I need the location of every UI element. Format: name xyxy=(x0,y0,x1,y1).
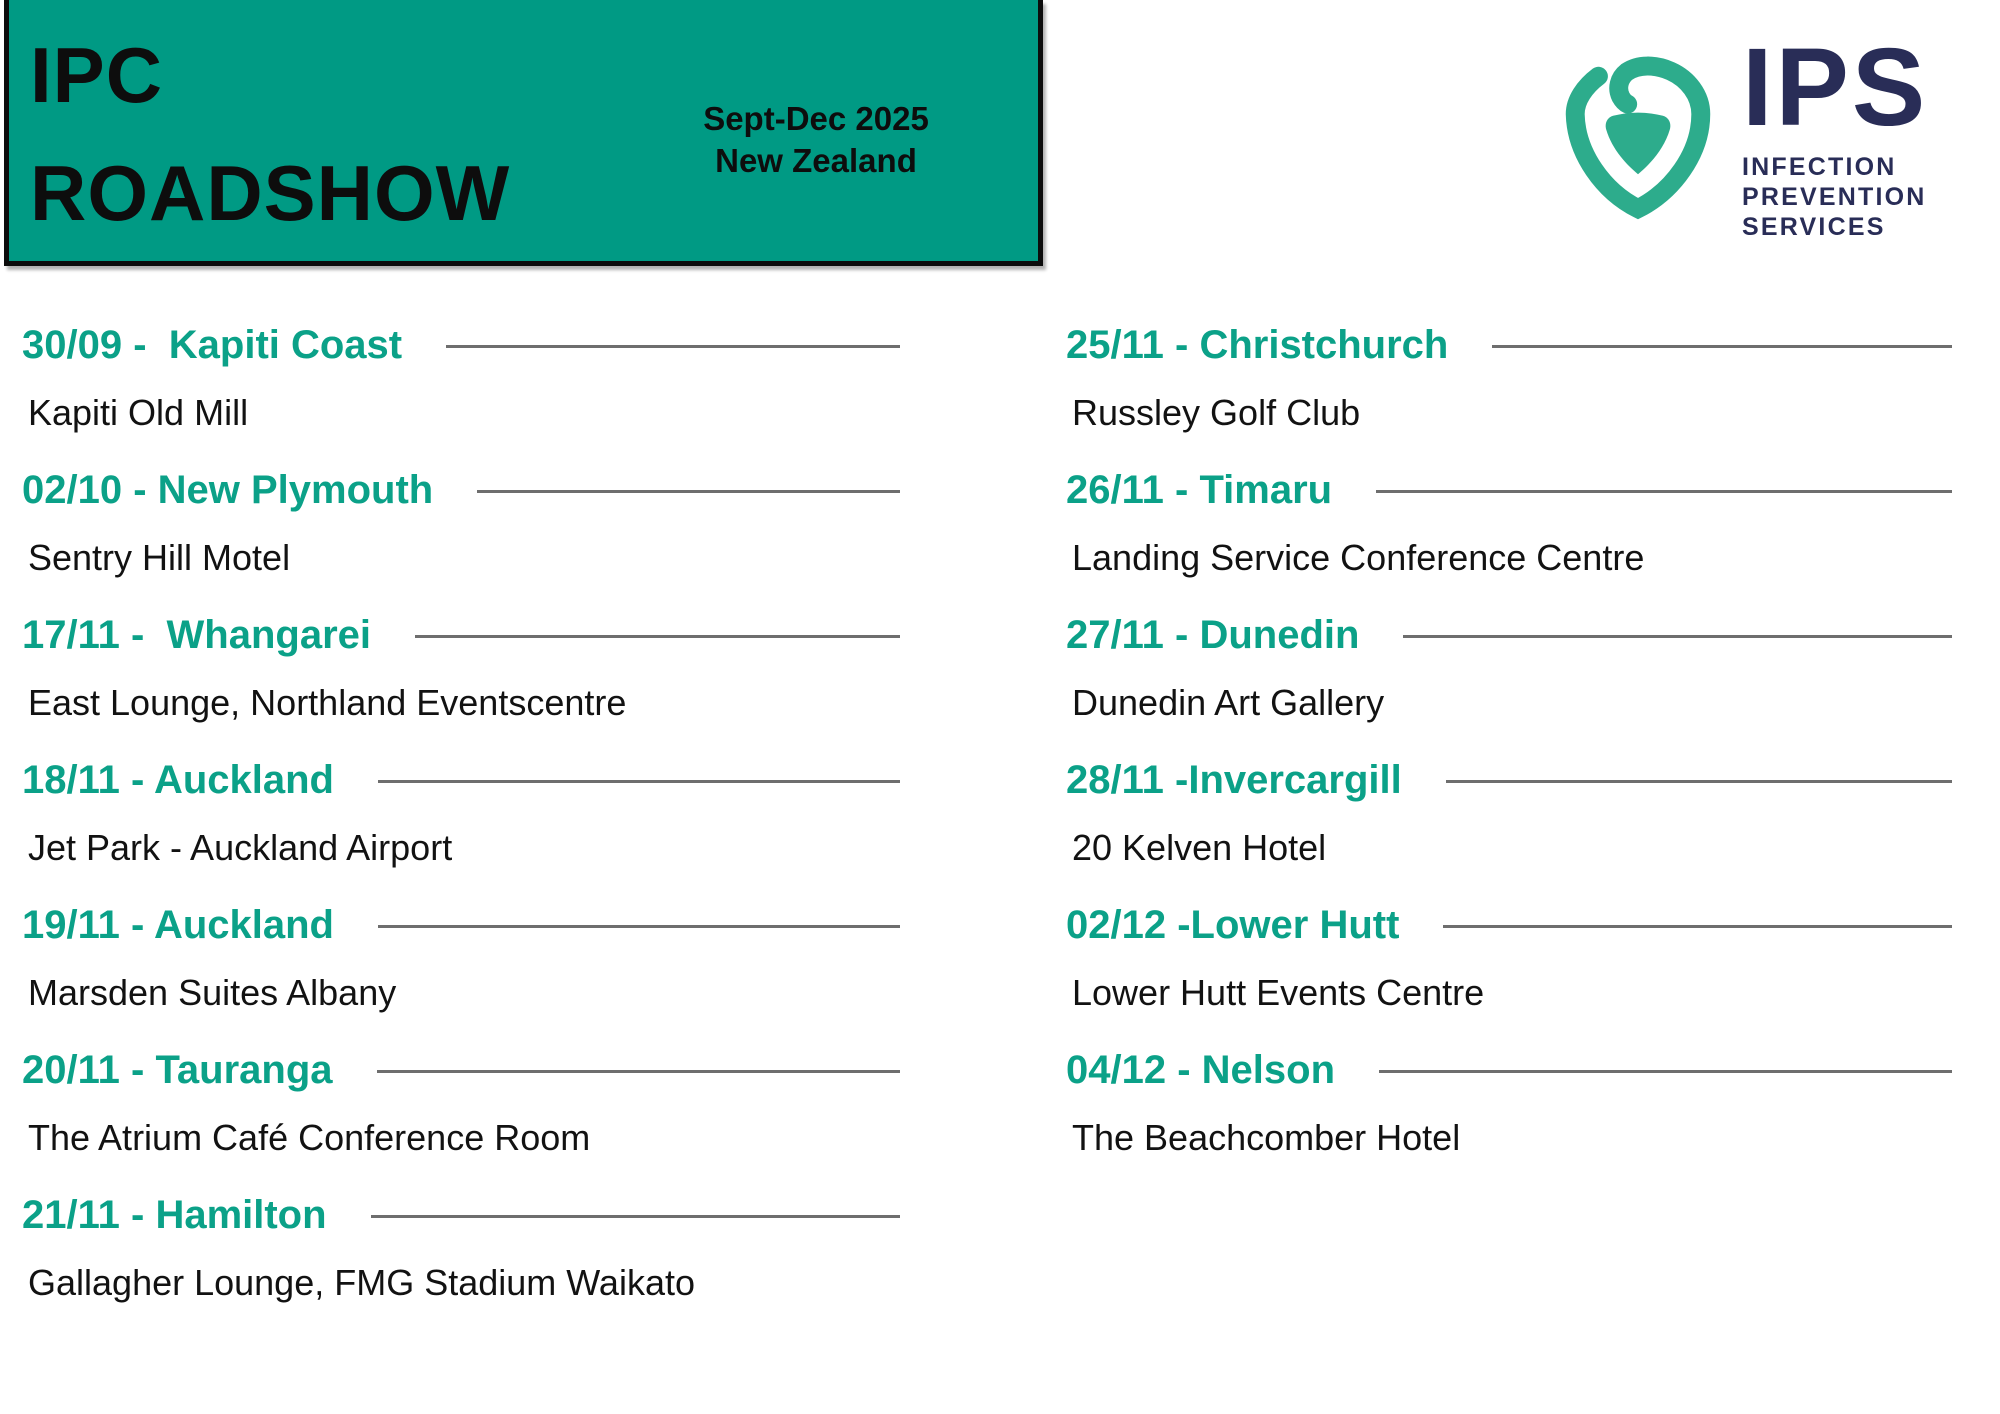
event-entry: 27/11 - Dunedin Dunedin Art Gallery xyxy=(1066,611,1952,725)
event-date-city: 28/11 -Invercargill xyxy=(1066,757,1402,802)
event-venue: Marsden Suites Albany xyxy=(28,972,397,1013)
event-venue: Landing Service Conference Centre xyxy=(1072,537,1645,578)
event-heading-row: 30/09 - Kapiti Coast xyxy=(22,321,900,369)
event-entry: 26/11 - Timaru Landing Service Conferenc… xyxy=(1066,466,1952,580)
event-entry: 20/11 - Tauranga The Atrium Café Confere… xyxy=(22,1046,900,1160)
divider-line xyxy=(370,1214,900,1218)
events-column-right: 25/11 - Christchurch Russley Golf Club 2… xyxy=(1066,321,1952,1191)
divider-line xyxy=(1403,634,1952,638)
event-venue: Sentry Hill Motel xyxy=(28,537,291,578)
event-entry: 21/11 - Hamilton Gallagher Lounge, FMG S… xyxy=(22,1191,900,1305)
event-venue: Gallagher Lounge, FMG Stadium Waikato xyxy=(28,1262,695,1303)
event-date-city: 19/11 - Auckland xyxy=(22,902,334,947)
event-venue: Lower Hutt Events Centre xyxy=(1072,972,1485,1013)
event-venue: Russley Golf Club xyxy=(1072,392,1361,433)
event-heading-row: 17/11 - Whangarei xyxy=(22,611,900,659)
divider-line xyxy=(1376,489,1952,493)
divider-line xyxy=(1492,344,1952,348)
event-venue: Kapiti Old Mill xyxy=(28,392,249,433)
event-entry: 19/11 - Auckland Marsden Suites Albany xyxy=(22,901,900,1015)
event-venue: 20 Kelven Hotel xyxy=(1072,827,1327,868)
event-venue: Dunedin Art Gallery xyxy=(1072,682,1385,723)
events-column-left: 30/09 - Kapiti Coast Kapiti Old Mill 02/… xyxy=(22,321,900,1336)
logo-subtext-line1: INFECTION xyxy=(1742,153,1897,182)
logo-text: IPS INFECTION PREVENTION SERVICES xyxy=(1742,26,1929,242)
event-heading-row: 25/11 - Christchurch xyxy=(1066,321,1952,369)
logo-subtext-line3: SERVICES xyxy=(1742,213,1886,242)
event-date-city: 20/11 - Tauranga xyxy=(22,1047,333,1092)
event-heading-row: 18/11 - Auckland xyxy=(22,756,900,804)
event-date-city: 17/11 - Whangarei xyxy=(22,612,372,657)
event-venue: East Lounge, Northland Eventscentre xyxy=(28,682,627,723)
logo-brand: IPS xyxy=(1742,26,1929,149)
event-heading-row: 28/11 -Invercargill xyxy=(1066,756,1952,804)
divider-line xyxy=(415,634,900,638)
event-heading-row: 02/12 -Lower Hutt xyxy=(1066,901,1952,949)
event-date-city: 26/11 - Timaru xyxy=(1066,467,1333,512)
event-entry: 25/11 - Christchurch Russley Golf Club xyxy=(1066,321,1952,435)
event-venue: Jet Park - Auckland Airport xyxy=(28,827,453,868)
divider-line xyxy=(1443,924,1952,928)
event-heading-row: 20/11 - Tauranga xyxy=(22,1046,900,1094)
event-date-city: 02/10 - New Plymouth xyxy=(22,467,434,512)
event-venue: The Atrium Café Conference Room xyxy=(28,1117,591,1158)
event-date-city: 21/11 - Hamilton xyxy=(22,1192,327,1237)
divider-line xyxy=(1445,779,1952,783)
event-entry: 18/11 - Auckland Jet Park - Auckland Air… xyxy=(22,756,900,870)
logo-subtext-line2: PREVENTION xyxy=(1742,183,1927,212)
banner-subtitle-line2: New Zealand xyxy=(715,142,917,179)
banner-title-line1: IPC xyxy=(30,31,164,119)
event-venue: The Beachcomber Hotel xyxy=(1072,1117,1461,1158)
event-entry: 30/09 - Kapiti Coast Kapiti Old Mill xyxy=(22,321,900,435)
event-date-city: 02/12 -Lower Hutt xyxy=(1066,902,1400,947)
event-date-city: 04/12 - Nelson xyxy=(1066,1047,1336,1092)
divider-line xyxy=(378,924,900,928)
event-date-city: 18/11 - Auckland xyxy=(22,757,334,802)
banner-subtitle-line1: Sept-Dec 2025 xyxy=(703,100,929,137)
event-heading-row: 04/12 - Nelson xyxy=(1066,1046,1952,1094)
logo-subtext: INFECTION PREVENTION SERVICES xyxy=(1742,152,1928,242)
ips-shield-icon xyxy=(1565,56,1711,220)
banner-subtitle: Sept-Dec 2025 New Zealand xyxy=(681,98,951,182)
banner: IPC ROADSHOW Sept-Dec 2025 New Zealand xyxy=(4,0,1043,266)
ips-logo: IPS INFECTION PREVENTION SERVICES xyxy=(1552,31,1928,242)
event-entry: 28/11 -Invercargill 20 Kelven Hotel xyxy=(1066,756,1952,870)
event-entry: 04/12 - Nelson The Beachcomber Hotel xyxy=(1066,1046,1952,1160)
event-heading-row: 02/10 - New Plymouth xyxy=(22,466,900,514)
event-entry: 02/10 - New Plymouth Sentry Hill Motel xyxy=(22,466,900,580)
event-date-city: 30/09 - Kapiti Coast xyxy=(22,322,403,367)
event-date-city: 25/11 - Christchurch xyxy=(1066,322,1449,367)
event-entry: 17/11 - Whangarei East Lounge, Northland… xyxy=(22,611,900,725)
divider-line xyxy=(1379,1069,1952,1073)
divider-line xyxy=(446,344,900,348)
event-heading-row: 27/11 - Dunedin xyxy=(1066,611,1952,659)
event-date-city: 27/11 - Dunedin xyxy=(1066,612,1360,657)
divider-line xyxy=(376,1069,900,1073)
banner-title-line2: ROADSHOW xyxy=(30,149,511,237)
banner-title: IPC ROADSHOW xyxy=(30,16,510,252)
event-entry: 02/12 -Lower Hutt Lower Hutt Events Cent… xyxy=(1066,901,1952,1015)
event-heading-row: 21/11 - Hamilton xyxy=(22,1191,900,1239)
event-heading-row: 26/11 - Timaru xyxy=(1066,466,1952,514)
divider-line xyxy=(378,779,900,783)
divider-line xyxy=(477,489,900,493)
event-heading-row: 19/11 - Auckland xyxy=(22,901,900,949)
